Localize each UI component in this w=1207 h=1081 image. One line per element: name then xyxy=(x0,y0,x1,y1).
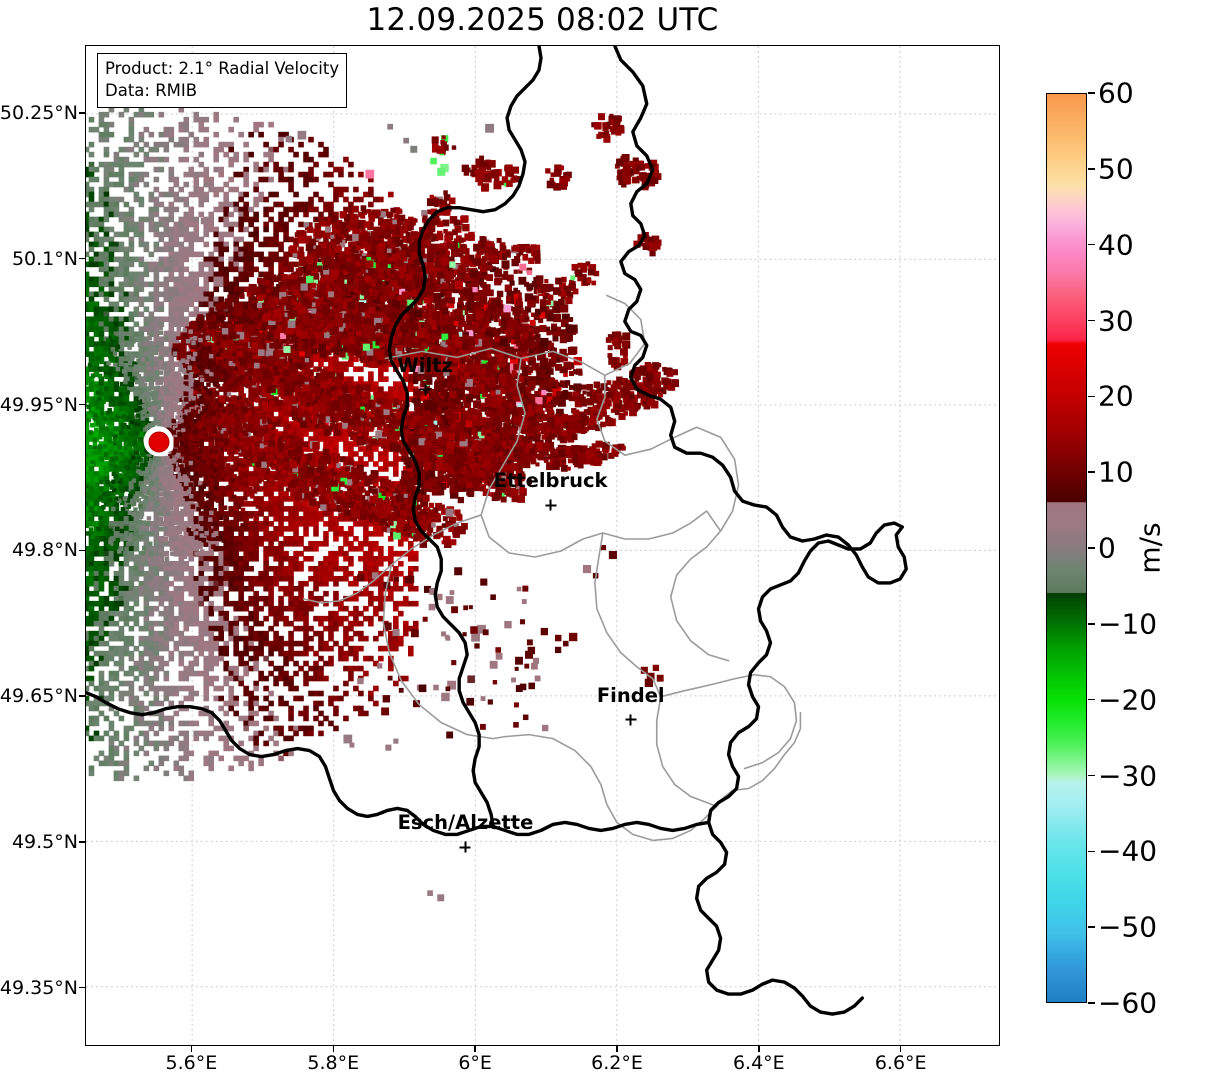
city-label-findel: Findel xyxy=(596,683,665,707)
x-axis-tick-label-1: 5.8°E xyxy=(307,1052,360,1074)
colorbar-tick-label-8: −20 xyxy=(1098,683,1158,717)
x-axis-tickmark-4 xyxy=(758,1046,760,1052)
colorbar-tickmark-7 xyxy=(1088,623,1095,625)
y-axis-tickmark-2 xyxy=(79,403,85,406)
y-axis-tick-label-5: 49.5°N xyxy=(11,830,78,853)
y-axis-tickmark-4 xyxy=(79,695,85,697)
x-axis-tickmark-3 xyxy=(616,1046,618,1052)
colorbar-tickmark-2 xyxy=(1088,243,1095,246)
y-axis-tickmark-1 xyxy=(79,258,85,260)
colorbar-tickmark-6 xyxy=(1088,547,1095,549)
y-axis-tick-label-6: 49.35°N xyxy=(0,976,78,999)
x-axis-tickmark-1 xyxy=(332,1046,334,1052)
internal-borders xyxy=(302,294,802,842)
info-product-line: Product: 2.1° Radial Velocity xyxy=(105,59,340,78)
x-axis-tick-label-2: 6°E xyxy=(458,1052,492,1074)
colorbar-tickmark-12 xyxy=(1088,1002,1095,1004)
city-label-esch-alzette: Esch/Alzette xyxy=(397,811,534,835)
colorbar-tickmark-9 xyxy=(1088,774,1095,777)
map-canvas xyxy=(86,46,999,1045)
radar-echo-field xyxy=(86,106,680,902)
colorbar-tick-label-11: −50 xyxy=(1098,910,1158,944)
x-axis-tickmark-5 xyxy=(899,1046,902,1052)
city-marker-esch-alzette xyxy=(459,841,471,853)
x-axis-tickmark-0 xyxy=(190,1046,193,1052)
x-axis-tickmark-2 xyxy=(474,1046,476,1052)
colorbar-tick-label-10: −40 xyxy=(1098,834,1158,868)
y-axis-tickmark-3 xyxy=(79,549,85,552)
colorbar-tick-label-2: 40 xyxy=(1098,228,1134,262)
national-borders xyxy=(86,46,908,1016)
y-axis-tickmark-5 xyxy=(79,841,85,843)
city-marker-findel xyxy=(625,714,637,726)
gridlines xyxy=(86,46,999,1045)
colorbar-tick-label-7: −10 xyxy=(1098,607,1158,641)
colorbar-tick-label-6: 0 xyxy=(1098,531,1116,565)
colorbar-tickmark-3 xyxy=(1088,319,1095,322)
radar-site-marker[interactable] xyxy=(148,431,170,453)
colorbar-tick-label-12: −60 xyxy=(1098,986,1158,1020)
colorbar-tick-label-9: −30 xyxy=(1098,759,1158,792)
colorbar-gradient xyxy=(1047,94,1086,1002)
colorbar-unit-label: m/s xyxy=(1133,522,1167,574)
colorbar-tick-label-0: 60 xyxy=(1098,76,1134,110)
colorbar-tick-label-1: 50 xyxy=(1098,152,1134,186)
y-axis-tick-label-4: 49.65°N xyxy=(0,685,78,708)
city-label-wiltz: Wiltz xyxy=(397,353,453,377)
colorbar[interactable] xyxy=(1046,93,1087,1003)
city-label-ettelbruck: Ettelbruck xyxy=(493,469,608,493)
colorbar-tickmark-1 xyxy=(1088,168,1095,170)
colorbar-tickmark-5 xyxy=(1088,471,1095,473)
y-axis-tickmark-6 xyxy=(79,986,85,989)
city-marker-ettelbruck xyxy=(545,499,557,511)
city-marker-wiltz xyxy=(419,384,431,396)
colorbar-tickmark-8 xyxy=(1088,698,1095,701)
y-axis-tick-label-0: 50.25°N xyxy=(0,102,78,125)
x-axis-tick-label-5: 6.6°E xyxy=(874,1052,927,1074)
info-box: Product: 2.1° Radial Velocity Data: RMIB xyxy=(97,53,348,108)
colorbar-tickmark-10 xyxy=(1088,850,1095,853)
map-plot-area[interactable]: Product: 2.1° Radial Velocity Data: RMIB… xyxy=(85,45,1000,1046)
colorbar-tick-label-5: 10 xyxy=(1098,455,1134,489)
x-axis-tick-label-0: 5.6°E xyxy=(165,1052,218,1074)
colorbar-tick-label-4: 20 xyxy=(1098,379,1134,413)
colorbar-tickmark-4 xyxy=(1088,395,1095,398)
x-axis-tick-label-4: 6.4°E xyxy=(732,1052,785,1074)
info-data-line: Data: RMIB xyxy=(105,80,198,100)
colorbar-tick-label-3: 30 xyxy=(1098,304,1134,337)
colorbar-tickmark-11 xyxy=(1088,926,1095,928)
x-axis-tick-label-3: 6.2°E xyxy=(591,1052,643,1074)
y-axis-tick-label-2: 49.95°N xyxy=(0,393,78,416)
y-axis-tickmark-0 xyxy=(79,112,85,114)
y-axis-tick-label-1: 50.1°N xyxy=(11,247,78,270)
y-axis-tick-label-3: 49.8°N xyxy=(11,539,78,562)
page-title: 12.09.2025 08:02 UTC xyxy=(366,2,719,38)
colorbar-tickmark-0 xyxy=(1088,92,1095,94)
